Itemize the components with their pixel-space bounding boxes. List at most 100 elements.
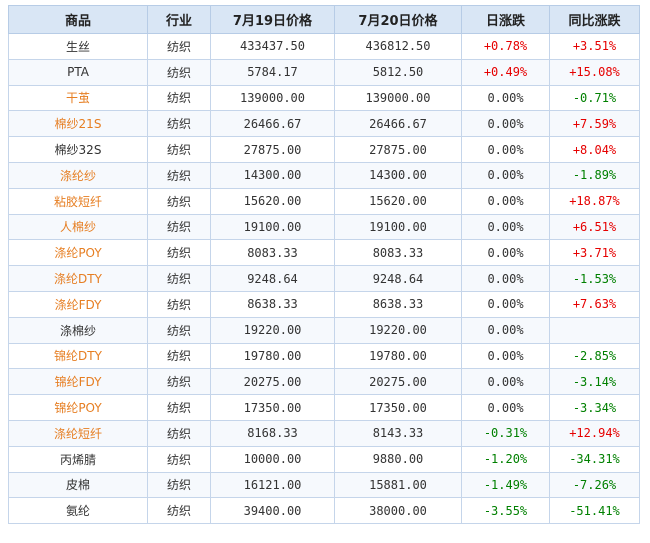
commodity-name[interactable]: 涤纶FDY (8, 290, 148, 318)
header-yoy-change: 同比涨跌 (549, 5, 640, 34)
daily-change-cell: 0.00% (461, 342, 550, 370)
price-0720-cell: 9248.64 (334, 265, 462, 292)
commodity-name: 皮棉 (8, 471, 148, 499)
price-0719-cell: 8638.33 (210, 290, 335, 318)
yoy-change-cell: -2.85% (549, 342, 640, 370)
daily-change-cell: 0.00% (461, 290, 550, 318)
price-0719-cell: 16121.00 (210, 471, 335, 499)
industry-cell: 纺织 (147, 33, 211, 60)
yoy-change-cell: +8.04% (549, 136, 640, 163)
commodity-name[interactable]: 锦纶POY (8, 394, 148, 421)
commodity-price-table: 商品 行业 7月19日价格 7月20日价格 日涨跌 同比涨跌 生丝 纺织 43343… (8, 5, 640, 525)
header-commodity: 商品 (8, 5, 148, 34)
yoy-change-cell: +12.94% (549, 419, 640, 447)
table-row: 氨纶 纺织 39400.00 38000.00 -3.55% -51.41% (8, 497, 640, 525)
price-0719-cell: 10000.00 (210, 445, 335, 473)
industry-cell: 纺织 (147, 497, 211, 525)
price-0719-cell: 27875.00 (210, 136, 335, 163)
industry-cell: 纺织 (147, 136, 211, 163)
industry-cell: 纺织 (147, 471, 211, 499)
price-0720-cell: 38000.00 (334, 497, 462, 525)
price-0720-cell: 436812.50 (334, 33, 462, 60)
price-0719-cell: 17350.00 (210, 394, 335, 421)
table-row: 棉纱32S 纺织 27875.00 27875.00 0.00% +8.04% (8, 136, 640, 163)
yoy-change-cell: +3.51% (549, 33, 640, 60)
price-0720-cell: 20275.00 (334, 368, 462, 396)
price-0719-cell: 39400.00 (210, 497, 335, 525)
header-industry: 行业 (147, 5, 211, 34)
daily-change-cell: -1.20% (461, 445, 550, 473)
commodity-name[interactable]: 锦纶DTY (8, 342, 148, 370)
price-0720-cell: 15620.00 (334, 187, 462, 215)
commodity-name[interactable]: 涤纶短纤 (8, 419, 148, 447)
yoy-change-cell: +3.71% (549, 239, 640, 267)
table-row: 涤纶POY 纺织 8083.33 8083.33 0.00% +3.71% (8, 239, 640, 267)
price-0719-cell: 26466.67 (210, 110, 335, 138)
commodity-name[interactable]: 涤纶POY (8, 239, 148, 267)
price-0720-cell: 15881.00 (334, 471, 462, 499)
industry-cell: 纺织 (147, 84, 211, 112)
price-0720-cell: 17350.00 (334, 394, 462, 421)
yoy-change-cell: -3.14% (549, 368, 640, 396)
daily-change-cell: 0.00% (461, 368, 550, 396)
daily-change-cell: 0.00% (461, 136, 550, 163)
price-0720-cell: 26466.67 (334, 110, 462, 138)
price-0720-cell: 19100.00 (334, 213, 462, 241)
yoy-change-cell: -1.89% (549, 161, 640, 189)
price-0719-cell: 19100.00 (210, 213, 335, 241)
industry-cell: 纺织 (147, 445, 211, 473)
price-0720-cell: 27875.00 (334, 136, 462, 163)
commodity-name[interactable]: 粘胶短纤 (8, 187, 148, 215)
daily-change-cell: +0.49% (461, 58, 550, 86)
table-row: 涤纶FDY 纺织 8638.33 8638.33 0.00% +7.63% (8, 290, 640, 318)
table-row: 棉纱21S 纺织 26466.67 26466.67 0.00% +7.59% (8, 110, 640, 138)
industry-cell: 纺织 (147, 58, 211, 86)
price-0720-cell: 14300.00 (334, 161, 462, 189)
commodity-name: 棉纱32S (8, 136, 148, 163)
table-body: 生丝 纺织 433437.50 436812.50 +0.78% +3.51% PTA 纺织 5… (8, 33, 640, 525)
table-row: 粘胶短纤 纺织 15620.00 15620.00 0.00% +18.87% (8, 187, 640, 215)
price-0720-cell: 139000.00 (334, 84, 462, 112)
industry-cell: 纺织 (147, 394, 211, 421)
table-row: 涤棉纱 纺织 19220.00 19220.00 0.00% (8, 316, 640, 344)
daily-change-cell: +0.78% (461, 33, 550, 60)
price-0719-cell: 20275.00 (210, 368, 335, 396)
price-0719-cell: 8168.33 (210, 419, 335, 447)
commodity-name[interactable]: 锦纶FDY (8, 368, 148, 396)
table-row: 皮棉 纺织 16121.00 15881.00 -1.49% -7.26% (8, 471, 640, 499)
commodity-name[interactable]: 干茧 (8, 84, 148, 112)
industry-cell: 纺织 (147, 213, 211, 241)
price-0719-cell: 19220.00 (210, 316, 335, 344)
table-row: 锦纶FDY 纺织 20275.00 20275.00 0.00% -3.14% (8, 368, 640, 396)
daily-change-cell: 0.00% (461, 239, 550, 267)
industry-cell: 纺织 (147, 187, 211, 215)
price-0719-cell: 9248.64 (210, 265, 335, 292)
commodity-name: 氨纶 (8, 497, 148, 525)
daily-change-cell: 0.00% (461, 110, 550, 138)
commodity-name[interactable]: 涤纶DTY (8, 265, 148, 292)
commodity-name: 涤棉纱 (8, 316, 148, 344)
daily-change-cell: 0.00% (461, 265, 550, 292)
table-header: 商品 行业 7月19日价格 7月20日价格 日涨跌 同比涨跌 (8, 5, 640, 34)
header-price-0720: 7月20日价格 (334, 5, 462, 34)
industry-cell: 纺织 (147, 342, 211, 370)
industry-cell: 纺织 (147, 265, 211, 292)
industry-cell: 纺织 (147, 161, 211, 189)
commodity-name[interactable]: 人棉纱 (8, 213, 148, 241)
commodity-name[interactable]: 棉纱21S (8, 110, 148, 138)
header-row: 商品 行业 7月19日价格 7月20日价格 日涨跌 同比涨跌 (8, 5, 640, 34)
price-0720-cell: 19780.00 (334, 342, 462, 370)
table-row: 生丝 纺织 433437.50 436812.50 +0.78% +3.51% (8, 33, 640, 60)
price-0720-cell: 19220.00 (334, 316, 462, 344)
yoy-change-cell: +6.51% (549, 213, 640, 241)
commodity-name[interactable]: 涤纶纱 (8, 161, 148, 189)
daily-change-cell: -3.55% (461, 497, 550, 525)
daily-change-cell: -0.31% (461, 419, 550, 447)
price-0719-cell: 139000.00 (210, 84, 335, 112)
daily-change-cell: -1.49% (461, 471, 550, 499)
price-0719-cell: 19780.00 (210, 342, 335, 370)
commodity-name: 生丝 (8, 33, 148, 60)
yoy-change-cell: +7.63% (549, 290, 640, 318)
daily-change-cell: 0.00% (461, 394, 550, 421)
table-row: 干茧 纺织 139000.00 139000.00 0.00% -0.71% (8, 84, 640, 112)
